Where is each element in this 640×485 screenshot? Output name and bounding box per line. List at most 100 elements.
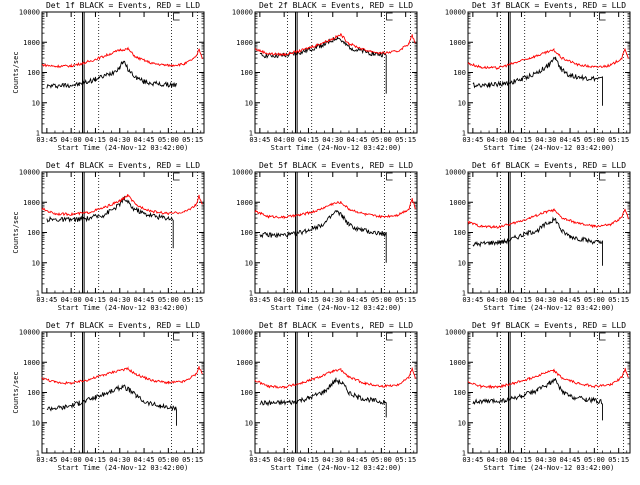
y-tick-label: 1	[36, 130, 40, 138]
y-tick-label: 1000	[236, 39, 253, 47]
y-tick-label: 100	[27, 389, 40, 397]
x-tick-label: 04:30	[109, 296, 130, 304]
x-tick-label: 04:15	[298, 296, 319, 304]
lld-series-line	[41, 194, 203, 217]
x-tick-label: 05:15	[395, 296, 416, 304]
detector-panel: Det 1f BLACK = Events, RED = LLD 1 10 100 10…	[12, 1, 205, 152]
x-tick-label: 04:45	[347, 136, 368, 144]
y-tick-label: 10000	[19, 169, 40, 177]
y-tick-label: 10	[245, 99, 253, 107]
y-tick-label: 10	[32, 99, 40, 107]
y-tick-label: 10000	[232, 329, 253, 337]
detector-panel: Det 8f BLACK = Events, RED = LLD 1 10 100 10…	[232, 321, 418, 472]
y-tick-label: 10000	[445, 169, 466, 177]
y-tick-label: 100	[240, 69, 253, 77]
bracket-marker	[173, 332, 180, 341]
panel-title: Det 1f BLACK = Events, RED = LLD	[46, 1, 200, 10]
x-tick-label: 04:00	[487, 296, 508, 304]
bracket-marker	[386, 12, 393, 21]
plot-frame	[41, 171, 205, 294]
y-tick-label: 100	[453, 69, 466, 77]
y-tick-label: 1	[249, 450, 253, 458]
y-tick-label: 10000	[232, 169, 253, 177]
bracket-marker	[599, 172, 606, 181]
y-tick-label: 10000	[445, 9, 466, 17]
x-axis-label: Start Time (24-Nov-12 03:42:00)	[271, 464, 402, 472]
x-tick-label: 05:15	[182, 456, 203, 464]
bracket-marker	[173, 12, 180, 21]
y-tick-label: 10	[32, 259, 40, 267]
x-tick-label: 04:15	[85, 296, 106, 304]
x-axis-label: Start Time (24-Nov-12 03:42:00)	[271, 144, 402, 152]
x-tick-label: 03:45	[36, 136, 57, 144]
x-tick-label: 05:00	[584, 456, 605, 464]
x-tick-label: 05:15	[395, 136, 416, 144]
y-tick-label: 10	[458, 419, 466, 427]
x-tick-label: 04:30	[535, 296, 556, 304]
x-tick-label: 05:00	[158, 136, 179, 144]
y-tick-label: 1	[36, 290, 40, 298]
x-tick-label: 04:45	[560, 296, 581, 304]
y-tick-label: 1000	[449, 359, 466, 367]
x-tick-label: 04:30	[535, 456, 556, 464]
y-tick-label: 100	[240, 229, 253, 237]
detector-panel: Det 5f BLACK = Events, RED = LLD 1 10 100 10…	[232, 161, 418, 312]
x-tick-label: 04:30	[109, 456, 130, 464]
plot-frame	[467, 11, 631, 134]
plot-frame	[467, 171, 631, 294]
x-tick-label: 04:30	[109, 136, 130, 144]
x-tick-label: 05:15	[395, 456, 416, 464]
y-tick-label: 10	[458, 259, 466, 267]
y-tick-label: 1	[462, 290, 466, 298]
y-tick-label: 100	[453, 389, 466, 397]
plot-frame	[41, 11, 205, 134]
x-axis-label: Start Time (24-Nov-12 03:42:00)	[58, 464, 189, 472]
x-tick-label: 04:15	[85, 456, 106, 464]
x-tick-label: 04:30	[535, 136, 556, 144]
lld-series-line	[254, 33, 416, 57]
x-tick-label: 04:00	[274, 296, 295, 304]
x-axis-label: Start Time (24-Nov-12 03:42:00)	[271, 304, 402, 312]
panel-title: Det 5f BLACK = Events, RED = LLD	[259, 161, 413, 170]
x-tick-label: 03:45	[249, 296, 270, 304]
x-tick-label: 04:15	[298, 136, 319, 144]
y-axis-label: Counts/sec	[12, 371, 20, 413]
y-tick-label: 10000	[445, 329, 466, 337]
x-tick-label: 04:15	[511, 296, 532, 304]
events-series-line	[472, 216, 603, 266]
x-tick-label: 04:45	[347, 456, 368, 464]
y-tick-label: 1	[249, 290, 253, 298]
x-tick-label: 05:00	[158, 456, 179, 464]
lld-series-line	[42, 46, 203, 69]
y-tick-label: 100	[240, 389, 253, 397]
lld-series-line	[254, 198, 416, 220]
events-series-line	[259, 377, 387, 418]
plot-frame	[41, 331, 205, 454]
x-tick-label: 05:00	[371, 456, 392, 464]
x-tick-label: 04:00	[61, 136, 82, 144]
detector-panel: Det 7f BLACK = Events, RED = LLD 1 10 100 10…	[12, 321, 205, 472]
x-tick-label: 04:30	[322, 296, 343, 304]
y-tick-label: 1000	[236, 359, 253, 367]
x-tick-label: 05:15	[182, 296, 203, 304]
x-tick-label: 05:00	[584, 296, 605, 304]
x-tick-label: 04:00	[487, 136, 508, 144]
x-tick-label: 04:45	[134, 456, 155, 464]
lld-series-line	[254, 367, 416, 389]
bracket-marker	[386, 172, 393, 181]
y-tick-label: 1000	[449, 199, 466, 207]
y-tick-label: 1000	[449, 39, 466, 47]
detector-panel: Det 2f BLACK = Events, RED = LLD 1 10 100 10…	[232, 1, 418, 152]
x-tick-label: 03:45	[249, 456, 270, 464]
x-axis-label: Start Time (24-Nov-12 03:42:00)	[484, 304, 615, 312]
x-axis-label: Start Time (24-Nov-12 03:42:00)	[58, 144, 189, 152]
x-tick-label: 05:00	[371, 136, 392, 144]
x-tick-label: 04:15	[85, 136, 106, 144]
y-tick-label: 100	[453, 229, 466, 237]
x-tick-label: 04:30	[322, 456, 343, 464]
lld-series-line	[41, 366, 203, 385]
x-tick-label: 04:00	[61, 456, 82, 464]
events-series-line	[259, 35, 387, 94]
y-tick-label: 10000	[19, 329, 40, 337]
